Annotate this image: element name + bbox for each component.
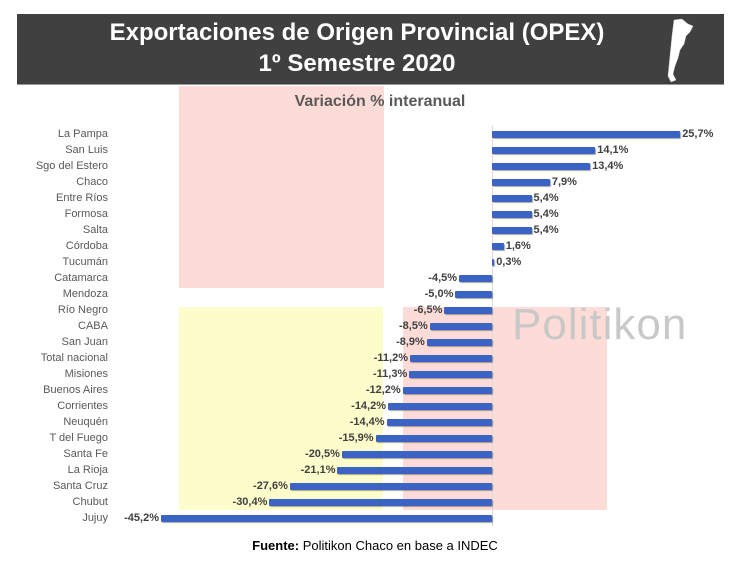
data-label: -11,3% [373, 368, 408, 380]
data-label: 13,4% [592, 160, 624, 172]
watermark: Politikon [512, 300, 688, 349]
category-label: San Juan [61, 336, 108, 348]
category-label: Sgo del Estero [35, 160, 108, 172]
category-label: Tucumán [62, 256, 108, 268]
data-label: -6,5% [413, 304, 443, 316]
chart-title: Exportaciones de Origen Provincial (OPEX… [109, 19, 605, 46]
bar [492, 179, 550, 186]
category-label: Mendoza [62, 288, 108, 300]
data-label: -30,4% [232, 496, 268, 508]
data-label: -8,9% [396, 336, 425, 348]
source-text: Politikon Chaco en base a INDEC [299, 538, 498, 553]
bar [492, 163, 591, 170]
highlight-pink-top [179, 86, 384, 288]
category-label: Total nacional [40, 352, 108, 364]
data-label: 1,6% [505, 240, 531, 252]
data-label: -8,5% [399, 320, 428, 332]
data-label: -5,0% [424, 288, 454, 300]
chart-subtitle: 1º Semestre 2020 [258, 50, 456, 77]
bar [444, 307, 492, 314]
bar [492, 259, 495, 266]
category-label: Santa Cruz [52, 480, 108, 492]
data-label: -14,2% [351, 400, 387, 412]
data-label: -4,5% [428, 272, 458, 284]
bar [492, 147, 596, 154]
category-label: Jujuy [82, 512, 108, 524]
bar [388, 403, 492, 410]
bar [426, 339, 492, 346]
category-label: Corrientes [57, 400, 108, 412]
bar [459, 275, 492, 282]
bar [269, 499, 492, 506]
category-label: Córdoba [65, 240, 108, 252]
category-label: T del Fuego [49, 432, 108, 444]
title-banner: Exportaciones de Origen Provincial (OPEX… [17, 14, 724, 85]
category-label: Río Negro [57, 304, 108, 316]
source-label: Fuente: [252, 538, 300, 553]
data-label: -21,1% [300, 464, 336, 476]
data-label: 5,4% [533, 224, 559, 236]
data-label: 7,9% [551, 176, 577, 188]
data-label: 14,1% [597, 144, 629, 156]
data-label: -15,9% [338, 432, 374, 444]
zero-axis [492, 126, 493, 526]
data-label: -11,2% [373, 352, 408, 364]
data-label: 5,4% [533, 192, 559, 204]
bar [455, 291, 492, 298]
data-label: -14,4% [349, 416, 385, 428]
bar [492, 211, 532, 218]
category-label: CABA [78, 320, 108, 332]
category-label: La Rioja [67, 464, 108, 476]
data-label: 5,4% [533, 208, 559, 220]
category-label: Entre Ríos [56, 192, 108, 204]
category-label: Salta [82, 224, 108, 236]
bar [409, 371, 492, 378]
category-label: Formosa [64, 208, 108, 220]
category-label: Santa Fe [63, 448, 108, 460]
bar [161, 515, 492, 522]
data-label: -45,2% [124, 512, 159, 524]
bar [429, 323, 492, 330]
source-note: Fuente: Politikon Chaco en base a INDEC [0, 538, 750, 553]
bar [409, 355, 492, 362]
category-label: San Luis [65, 144, 108, 156]
bar [492, 195, 532, 202]
data-label: -12,2% [365, 384, 401, 396]
category-label: Misiones [64, 368, 108, 380]
bar [492, 243, 504, 250]
data-label: -27,6% [253, 480, 288, 492]
chart-axis-title: Variación % interanual [294, 93, 466, 110]
bar [341, 451, 492, 458]
bar [386, 419, 492, 426]
argentina-map-icon [667, 18, 694, 83]
category-label: Buenos Aires [43, 384, 108, 396]
bar [375, 435, 492, 442]
category-label: Catamarca [54, 272, 108, 284]
highlight-yellow [179, 307, 383, 510]
bar [289, 483, 492, 490]
data-label: -20,5% [305, 448, 340, 460]
bar [492, 227, 532, 234]
category-label: Neuquén [63, 416, 108, 428]
data-label: 0,3% [496, 256, 522, 268]
category-label: La Pampa [57, 128, 108, 140]
category-label: Chubut [72, 496, 108, 508]
bar [337, 467, 492, 474]
bar [402, 387, 492, 394]
data-label: 25,7% [682, 128, 714, 140]
bar [492, 131, 681, 138]
category-label: Chaco [76, 176, 108, 188]
